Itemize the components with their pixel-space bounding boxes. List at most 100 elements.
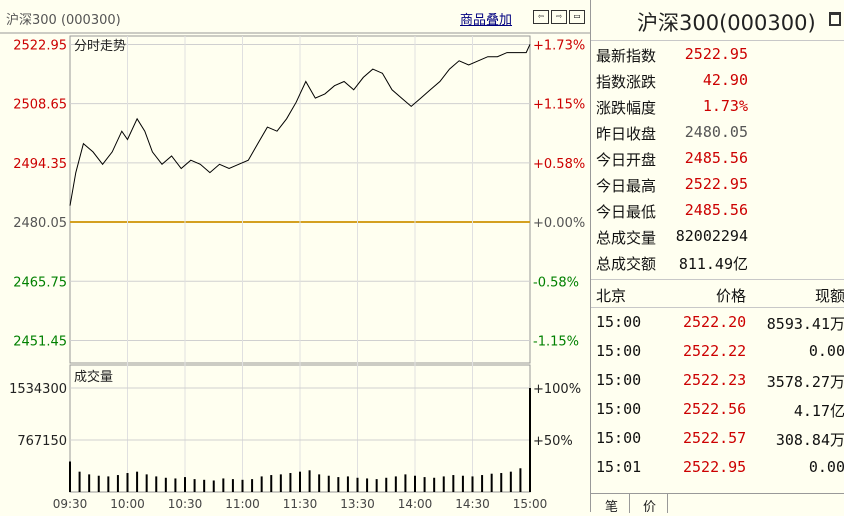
tick-price: 2522.95 [683, 458, 747, 476]
tick-time: 15:00 [596, 371, 642, 389]
ticks-header-time: 北京 [596, 287, 627, 305]
tick-amount: 308.84万 [775, 431, 844, 449]
nav-prev-button[interactable]: ⇦ [533, 10, 549, 24]
tick-amount: 4.17亿 [793, 402, 844, 420]
pct-tick-label: +1.73% [533, 38, 585, 53]
stock-name: 沪深300(000300) [637, 11, 816, 35]
tick-row: 15:01 2522.95 0.00 [591, 454, 844, 483]
tick-amount: 0.00 [808, 342, 844, 360]
tab-separator [667, 494, 668, 513]
quote-label: 总成交额 [596, 255, 657, 273]
quote-row: 今日最高 2522.95 [591, 172, 844, 196]
quote-panel: 沪深300(000300) 最新指数 2522.95 指数涨跌 42.90 涨跌幅度 1.… [590, 0, 844, 515]
tab-price[interactable]: 价 [643, 500, 657, 515]
quote-label: 涨跌幅度 [596, 99, 657, 117]
pct-tick-label: -1.15% [533, 334, 579, 349]
tick-row: 15:00 2522.22 0.00 [591, 338, 844, 367]
quote-label: 今日开盘 [596, 151, 657, 169]
quote-label: 指数涨跌 [596, 73, 657, 91]
price-tick-label: 2522.95 [13, 38, 67, 53]
price-tick-label: 2465.75 [13, 275, 67, 290]
window-icon[interactable] [829, 12, 841, 26]
price-tick-label: 2480.05 [13, 216, 67, 231]
tick-price: 2522.23 [683, 371, 747, 389]
pct-tick-label: +0.00% [533, 216, 585, 231]
tick-row: 15:00 2522.20 8593.41万 [591, 309, 844, 338]
bottom-tabs: 笔 价 [591, 493, 844, 515]
overlay-compare-link[interactable]: 商品叠加 [460, 13, 513, 28]
quote-value: 2485.56 [684, 149, 748, 167]
quote-value: 2522.95 [684, 45, 748, 63]
pct-tick-label: +0.58% [533, 157, 585, 172]
chart-svg: 2522.95 +1.73% 2508.65 +1.15% 2494.35 +0.58% 2… [0, 32, 590, 511]
nav-layout-button[interactable]: ▭ [569, 10, 585, 24]
quote-row: 总成交额 811.49亿 [591, 250, 844, 274]
tick-row: 15:00 2522.57 308.84万 [591, 425, 844, 454]
quote-value: 1.73% [702, 97, 748, 115]
tick-time: 15:00 [596, 342, 642, 360]
divider [591, 40, 844, 41]
ticks-header-amount: 现额 [815, 287, 844, 305]
tab-trades[interactable]: 笔 [605, 500, 619, 515]
divider [591, 307, 844, 308]
tick-time: 15:00 [596, 313, 642, 331]
price-tick-label: 2494.35 [13, 157, 67, 172]
pct-tick-label: -0.58% [533, 275, 579, 290]
quote-value: 811.49亿 [678, 255, 748, 273]
tick-amount: 0.00 [808, 458, 844, 476]
quote-row: 今日最低 2485.56 [591, 198, 844, 222]
quote-value: 42.90 [702, 71, 748, 89]
time-tick-label: 10:30 [168, 497, 203, 511]
time-tick-label: 14:00 [398, 497, 433, 511]
quote-value: 82002294 [675, 227, 748, 245]
tick-price: 2522.56 [683, 400, 747, 418]
quote-label: 最新指数 [596, 47, 657, 65]
tick-price: 2522.57 [683, 429, 747, 447]
tick-price: 2522.22 [683, 342, 747, 360]
volume-pct-label: +100% [533, 382, 581, 397]
quote-value: 2522.95 [684, 175, 748, 193]
quote-row: 今日开盘 2485.56 [591, 146, 844, 170]
time-tick-label: 14:30 [455, 497, 490, 511]
tick-time: 15:01 [596, 458, 642, 476]
time-tick-label: 10:00 [110, 497, 145, 511]
quote-label: 今日最低 [596, 203, 657, 221]
price-chart-label: 分时走势 [74, 38, 126, 54]
quote-row: 涨跌幅度 1.73% [591, 94, 844, 118]
quote-row: 昨日收盘 2480.05 [591, 120, 844, 144]
tick-price: 2522.20 [683, 313, 747, 331]
volume-pct-label: +50% [533, 434, 573, 449]
volume-tick-label: 1534300 [9, 382, 67, 397]
nav-next-button[interactable]: ⇨ [551, 10, 567, 24]
tick-row: 15:00 2522.56 4.17亿 [591, 396, 844, 425]
divider [591, 279, 844, 280]
pct-tick-label: +1.15% [533, 98, 585, 113]
chart-area: 2522.95 +1.73% 2508.65 +1.15% 2494.35 +0.58% 2… [0, 32, 590, 511]
time-tick-label: 11:30 [283, 497, 318, 511]
quote-label: 总成交量 [596, 229, 657, 247]
volume-tick-label: 767150 [17, 434, 67, 449]
price-tick-label: 2508.65 [13, 98, 67, 113]
tab-separator [629, 494, 630, 513]
ticks-header-price: 价格 [716, 287, 747, 305]
chart-header-title: 沪深300 (000300) [6, 13, 121, 28]
tick-amount: 3578.27万 [766, 373, 844, 391]
tick-row: 15:00 2522.23 3578.27万 [591, 367, 844, 396]
price-line [69, 44, 531, 206]
tick-time: 15:00 [596, 400, 642, 418]
price-tick-label: 2451.45 [13, 334, 67, 349]
quote-value: 2480.05 [684, 123, 748, 141]
quote-value: 2485.56 [684, 201, 748, 219]
time-tick-label: 15:00 [513, 497, 548, 511]
quote-row: 指数涨跌 42.90 [591, 68, 844, 92]
time-tick-label: 13:30 [340, 497, 375, 511]
time-tick-label: 11:00 [225, 497, 260, 511]
tick-amount: 8593.41万 [766, 315, 844, 333]
quote-row: 最新指数 2522.95 [591, 42, 844, 66]
quote-label: 昨日收盘 [596, 125, 657, 143]
quote-row: 总成交量 82002294 [591, 224, 844, 248]
ticks-header: 北京 价格 现额 [591, 281, 844, 310]
tick-time: 15:00 [596, 429, 642, 447]
volume-chart-label: 成交量 [74, 369, 113, 385]
quote-label: 今日最高 [596, 177, 657, 195]
